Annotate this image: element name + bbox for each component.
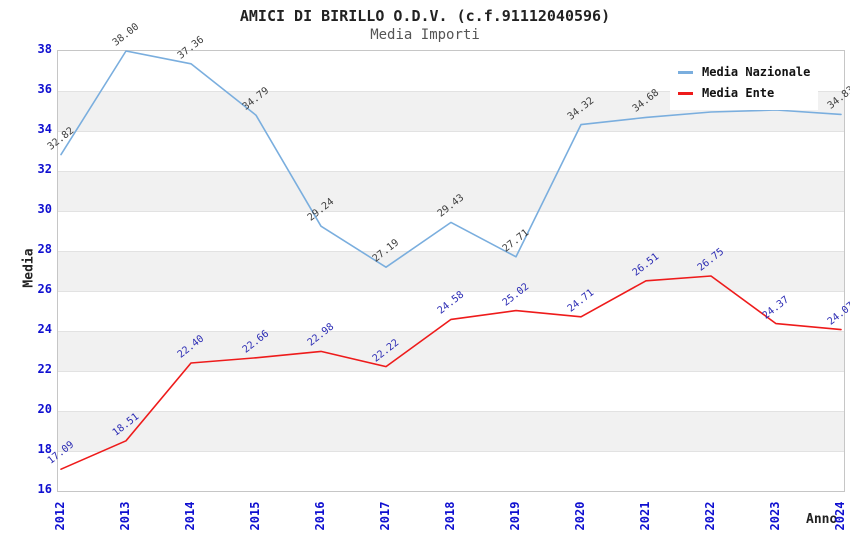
plot-band — [58, 251, 844, 291]
legend-item-media-ente: Media Ente — [678, 83, 810, 103]
y-tick-label: 28 — [37, 242, 52, 256]
x-tick-label: 2016 — [313, 501, 327, 531]
media-ente-line-swatch-icon — [678, 91, 693, 95]
series-line-media-nazionale — [60, 50, 842, 268]
plot-band — [58, 171, 844, 211]
x-axis-title: Anno — [806, 512, 838, 527]
x-tick-label: 2018 — [443, 501, 457, 531]
plot-band — [58, 411, 844, 451]
page-subtitle: Media Importi — [370, 27, 480, 43]
legend-label: Media Nazionale — [702, 65, 811, 79]
legend-item-media-nazionale: Media Nazionale — [678, 62, 810, 82]
plot-band — [58, 451, 844, 491]
y-tick-label: 38 — [37, 42, 52, 56]
plot-band — [58, 291, 844, 331]
plot-band — [58, 371, 844, 411]
y-tick-label: 30 — [37, 202, 52, 216]
y-tick-label: 34 — [37, 122, 52, 136]
plot-area: 32.82 38.00 37.36 34.79 29.24 27.19 29.43 27.71… — [46, 21, 850, 492]
x-tick-label: 2013 — [118, 501, 132, 531]
series-line-media-ente — [60, 275, 842, 471]
x-tick-label: 2024 — [833, 501, 847, 531]
legend-label: Media Ente — [702, 86, 775, 100]
media-nazionale-line-swatch-icon — [678, 70, 693, 74]
y-tick-label: 18 — [37, 442, 52, 456]
x-tick-label: 2023 — [768, 501, 782, 531]
y-tick-label: 16 — [37, 482, 52, 496]
y-tick-label: 36 — [37, 82, 52, 96]
y-tick-label: 24 — [37, 322, 52, 336]
page-title: AMICI DI BIRILLO O.D.V. (c.f.91112040596… — [239, 7, 611, 25]
x-tick-label: 2019 — [508, 501, 522, 531]
x-tick-label: 2014 — [183, 501, 197, 531]
y-tick-label: 22 — [37, 362, 52, 376]
x-tick-label: 2022 — [703, 501, 717, 531]
x-tick-label: 2021 — [638, 501, 652, 531]
y-tick-label: 20 — [37, 402, 52, 416]
x-tick-label: 2012 — [53, 501, 67, 531]
plot-band — [58, 131, 844, 171]
x-tick-label: 2017 — [378, 501, 392, 531]
x-tick-label: 2020 — [573, 501, 587, 531]
chart-lines — [60, 50, 842, 471]
legend: Media Nazionale Media Ente — [670, 56, 819, 110]
plot-band — [58, 211, 844, 251]
x-tick-label: 2015 — [248, 501, 262, 531]
y-tick-label: 26 — [37, 282, 52, 296]
y-tick-label: 32 — [37, 162, 52, 176]
